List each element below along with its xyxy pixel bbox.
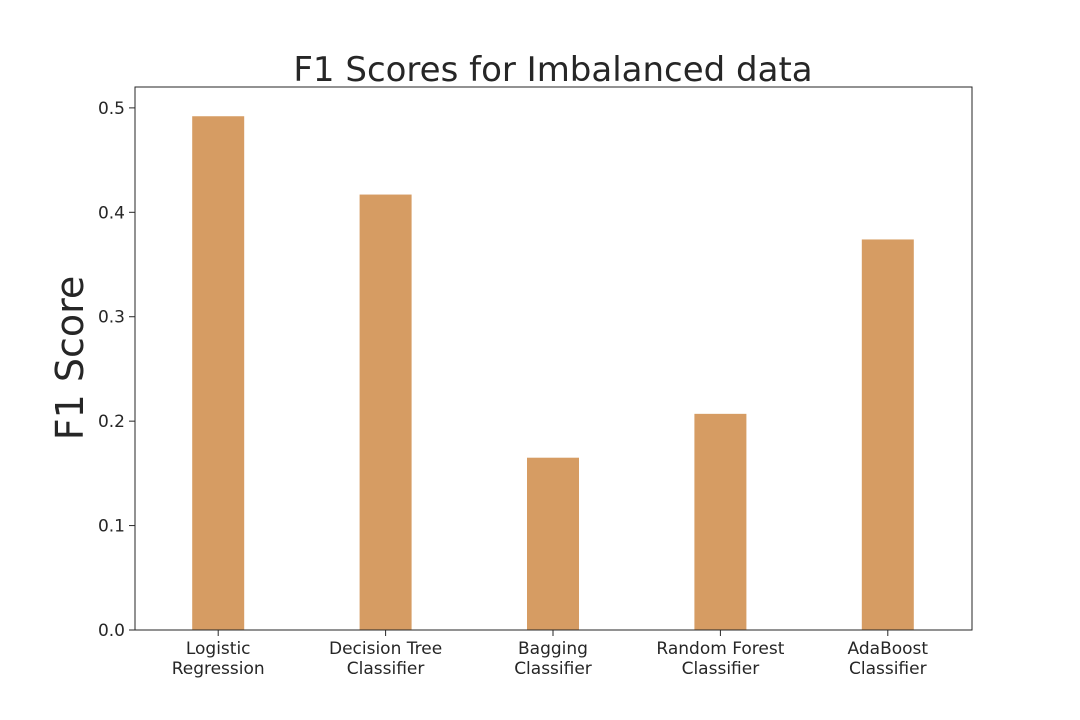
x-tick-label: AdaBoost Classifier (848, 639, 929, 679)
x-tick-label-line: Decision Tree (329, 639, 442, 659)
bars-group (192, 116, 914, 630)
bar-2 (527, 457, 579, 630)
x-tick-label-line: Classifier (682, 659, 760, 679)
y-tick-label: 0.4 (98, 203, 125, 223)
bar-3 (694, 413, 747, 630)
x-tick-label: Decision Tree Classifier (329, 639, 442, 679)
bar-1 (359, 194, 412, 630)
x-tick-label: Random Forest Classifier (656, 639, 784, 679)
bar-4 (861, 239, 914, 630)
plot-frame (134, 86, 973, 631)
x-tick-label: Logistic Regression (172, 639, 265, 679)
x-tick-label-line: Bagging (518, 639, 588, 659)
y-tick-label: 0.5 (98, 99, 125, 119)
x-tick-label-line: Classifier (347, 659, 425, 679)
x-tick-label-line: Regression (172, 659, 265, 679)
y-axis-ticks: 0.0 0.1 0.2 0.3 0.4 0.5 (98, 99, 135, 641)
bar-0 (192, 116, 245, 630)
x-tick-label-line: Classifier (514, 659, 592, 679)
x-tick-label-line: AdaBoost (848, 639, 929, 659)
x-tick-label-line: Classifier (849, 659, 927, 679)
x-tick-label-line: Logistic (186, 639, 251, 659)
y-tick-label: 0.0 (98, 621, 125, 641)
y-tick-label: 0.3 (98, 308, 125, 328)
y-tick-label: 0.2 (98, 412, 125, 432)
x-tick-label: Bagging Classifier (514, 639, 592, 679)
y-axis-label: F1 Score (48, 276, 92, 441)
chart-title: F1 Scores for Imbalanced data (293, 50, 812, 90)
y-tick-label: 0.1 (98, 517, 125, 537)
x-tick-label-line: Random Forest (656, 639, 784, 659)
